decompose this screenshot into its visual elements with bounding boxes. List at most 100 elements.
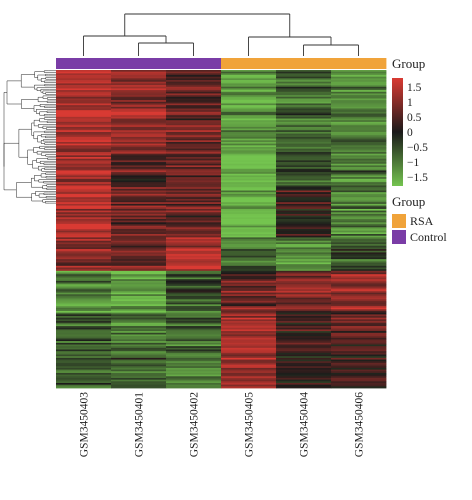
heatmap-cell — [276, 222, 332, 225]
heatmap-cell — [331, 349, 387, 352]
group-bar-cell — [111, 58, 167, 69]
heatmap-cell — [276, 200, 332, 203]
heatmap-cell — [276, 267, 332, 270]
heatmap-cell — [221, 128, 277, 131]
heatmap-cell — [56, 275, 112, 278]
heatmap-cell — [56, 86, 112, 89]
heatmap-cell — [111, 336, 167, 339]
heatmap-cell — [221, 277, 277, 280]
heatmap-cell — [166, 260, 222, 263]
heatmap-cell — [221, 260, 277, 263]
heatmap-cell — [111, 265, 167, 268]
heatmap-cell — [276, 341, 332, 344]
heatmap-cell — [276, 75, 332, 78]
heatmap-cell — [111, 146, 167, 150]
heatmap-cell — [276, 136, 332, 140]
heatmap-cell — [166, 195, 222, 198]
heatmap-cell — [221, 220, 277, 223]
heatmap-cell — [221, 361, 277, 364]
heatmap-cell — [221, 279, 277, 282]
heatmap-cell — [166, 336, 222, 339]
heatmap-cell — [166, 187, 222, 190]
heatmap-cell — [56, 170, 112, 173]
heatmap-cell — [56, 180, 112, 183]
heatmap-cell — [221, 227, 277, 230]
heatmap-cell — [276, 86, 332, 89]
heatmap-cell — [331, 254, 387, 257]
heatmap-cell — [276, 262, 332, 265]
heatmap-cell — [111, 302, 167, 305]
heatmap-cell — [166, 96, 222, 99]
heatmap-cell — [56, 250, 112, 253]
heatmap-cell — [221, 275, 277, 278]
heatmap-cell — [56, 120, 112, 123]
heatmap-cell — [111, 155, 167, 158]
heatmap-cell — [56, 136, 112, 140]
heatmap-cell — [331, 259, 387, 262]
heatmap-cell — [166, 103, 222, 106]
heatmap-cell — [56, 146, 112, 150]
heatmap-cell — [331, 167, 387, 170]
heatmap-cell — [221, 294, 277, 297]
heatmap-cell — [111, 220, 167, 223]
heatmap-cell — [221, 125, 277, 128]
heatmap-cell — [56, 121, 112, 124]
heatmap-cell — [276, 279, 332, 282]
heatmap-cell — [276, 264, 332, 267]
heatmap-cell — [221, 265, 277, 268]
heatmap-cell — [331, 121, 387, 124]
heatmap-cell — [166, 86, 222, 89]
heatmap-cell — [331, 197, 387, 200]
heatmap-cell — [276, 140, 332, 143]
heatmap-cell — [56, 208, 112, 211]
heatmap-cell — [56, 309, 112, 312]
heatmap-cell — [166, 369, 222, 372]
heatmap-cell — [166, 319, 222, 322]
heatmap-cell — [166, 237, 222, 240]
heatmap-cell — [276, 106, 332, 109]
heatmap-cell — [166, 292, 222, 295]
heatmap-cell — [166, 213, 222, 217]
heatmap-cell — [166, 249, 222, 252]
heatmap-cell — [221, 341, 277, 344]
heatmap-cell — [111, 198, 167, 201]
heatmap-cell — [111, 192, 167, 195]
heatmap-cell — [56, 367, 112, 370]
heatmap-cell — [166, 185, 222, 188]
heatmap-cell — [276, 287, 332, 290]
heatmap-cell — [166, 371, 222, 374]
heatmap-cell — [166, 297, 222, 300]
heatmap-cell — [276, 203, 332, 206]
heatmap-cell — [276, 272, 332, 275]
heatmap-cell — [276, 225, 332, 228]
heatmap-cell — [221, 302, 277, 305]
heatmap-cell — [331, 324, 387, 327]
heatmap-cell — [331, 369, 387, 372]
heatmap-cell — [276, 98, 332, 101]
heatmap-cell — [221, 223, 277, 227]
heatmap-cell — [331, 208, 387, 211]
heatmap-cell — [331, 279, 387, 282]
heatmap-cell — [331, 73, 387, 76]
heatmap-cell — [276, 334, 332, 337]
heatmap-cell — [166, 356, 222, 359]
heatmap-cell — [111, 379, 167, 382]
heatmap-cell — [331, 289, 387, 292]
heatmap-cell — [166, 115, 222, 118]
heatmap-cell — [111, 362, 167, 365]
heatmap-cell — [276, 193, 332, 196]
heatmap-cell — [221, 372, 277, 376]
heatmap-cell — [111, 252, 167, 255]
heatmap-cell — [56, 71, 112, 74]
heatmap-cell — [111, 239, 167, 242]
color-scale-tick-label: −1.5 — [407, 172, 428, 184]
heatmap-cell — [276, 163, 332, 166]
heatmap-cell — [276, 369, 332, 372]
heatmap-cell — [111, 250, 167, 253]
group-bar-cell — [166, 58, 222, 69]
heatmap-cell — [56, 299, 112, 302]
heatmap-cell — [56, 307, 112, 310]
heatmap-cell — [331, 96, 387, 99]
heatmap-cell — [111, 115, 167, 118]
heatmap-cell — [111, 270, 167, 273]
